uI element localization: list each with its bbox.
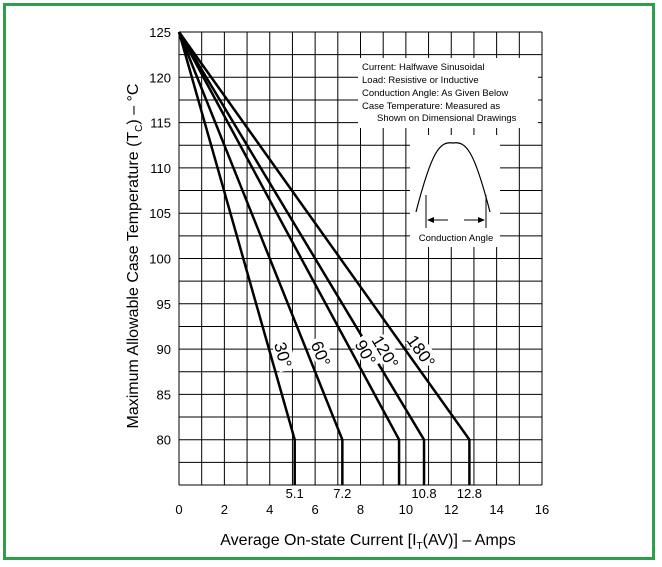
series-line-120-deg — [177, 31, 426, 485]
sine-half-wave — [415, 142, 491, 213]
series-label-bg — [307, 335, 337, 372]
x-tick-label: 4 — [266, 502, 273, 517]
note-line: Conduction Angle: As Given Below — [362, 88, 508, 99]
x-tick-label: 10 — [399, 502, 413, 517]
y-tick-label: 90 — [157, 342, 171, 357]
x-tick-label: 2 — [221, 502, 228, 517]
series-label-bg — [370, 333, 403, 370]
series-label-bg — [271, 336, 298, 373]
x-tick-label: 12 — [444, 502, 458, 517]
note-line: Shown on Dimensional Drawings — [377, 113, 517, 124]
y-tick-label: 80 — [157, 433, 171, 448]
notes-box: Current: Halfwave Sinusoidal Load: Resis… — [358, 58, 538, 128]
y-axis-label: Maximum Allowable Case Temperature (TC) … — [125, 83, 145, 428]
y-tick-label: 120 — [149, 70, 171, 85]
y-tick-label: 105 — [149, 206, 171, 221]
current-annotation: 7.2 — [333, 486, 351, 501]
x-tick-label: 14 — [489, 502, 503, 517]
x-tick-label: 0 — [175, 502, 182, 517]
series-label-bg — [405, 332, 439, 369]
series-line-60-deg — [177, 31, 344, 485]
current-annotation: 10.8 — [411, 486, 436, 501]
series-line-180-deg — [177, 31, 471, 485]
x-tick-label: 6 — [312, 502, 319, 517]
x-axis-label: Average On-state Current [IT(AV)] – Amps — [220, 532, 515, 552]
annotation-bg — [278, 487, 311, 501]
x-tick-label: 8 — [357, 502, 364, 517]
note-line: Case Temperature: Measured as — [362, 101, 500, 112]
current-annotation: 5.1 — [286, 486, 304, 501]
y-tick-label: 100 — [149, 252, 171, 267]
series-label: 180° — [403, 332, 439, 372]
series-label-bg — [350, 333, 383, 371]
y-tick-label: 115 — [150, 116, 171, 131]
annotation-bg — [326, 487, 359, 501]
annotation-bg — [408, 487, 441, 501]
series-line-90-deg — [177, 31, 401, 485]
current-annotation: 12.8 — [457, 486, 482, 501]
series-line-30-deg — [177, 31, 296, 485]
y-tick-label: 125 — [149, 25, 171, 40]
conduction-angle-inset: Conduction Angle — [410, 135, 500, 247]
inset-label: Conduction Angle — [419, 233, 493, 244]
y-tick-label: 95 — [157, 297, 171, 312]
note-line: Current: Halfwave Sinusoidal — [362, 62, 485, 73]
note-line: Load: Resistive or Inductive — [362, 75, 479, 86]
y-tick-label: 85 — [157, 387, 171, 402]
y-tick-label: 110 — [150, 161, 171, 176]
annotation-bg — [453, 487, 486, 501]
x-tick-label: 16 — [535, 502, 549, 517]
